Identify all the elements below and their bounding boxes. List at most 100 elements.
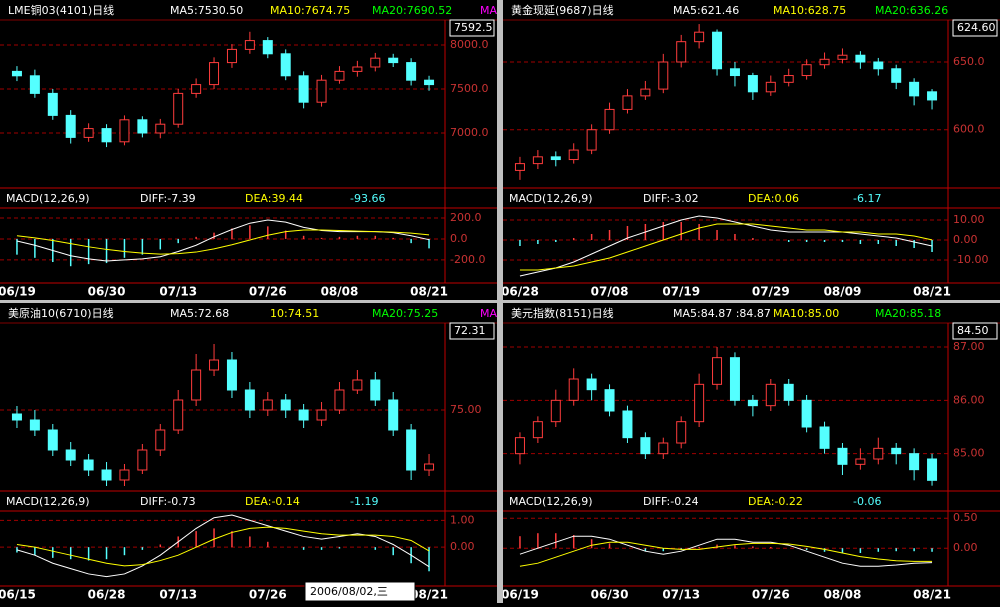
x-tick-label: 07/13 bbox=[662, 588, 700, 602]
candle-body bbox=[101, 469, 112, 481]
macd-tick-label: 0.50 bbox=[953, 511, 978, 524]
candle-body bbox=[568, 149, 579, 161]
macd-tick-label: 10.00 bbox=[953, 213, 985, 226]
ma-label: MA10:628.75 bbox=[773, 4, 846, 17]
ma-label: MA20:85.18 bbox=[875, 307, 941, 320]
y-tick-label: 86.00 bbox=[953, 393, 985, 406]
macd-value-label: -0.06 bbox=[853, 495, 881, 508]
macd-dea-label: DEA:39.44 bbox=[245, 192, 303, 205]
candle-body bbox=[137, 449, 148, 471]
macd-dea-line bbox=[16, 229, 430, 255]
x-tick-label: 06/28 bbox=[88, 588, 126, 602]
panel: 美元指数(8151)日线 MA5:84.87 :84.87 MA10:85.00 MA… bbox=[503, 306, 1000, 602]
candle-body bbox=[909, 81, 920, 97]
ma-label: MA30:7 bbox=[480, 307, 522, 320]
candle-body bbox=[262, 40, 273, 55]
candle-body bbox=[819, 58, 830, 66]
price-box bbox=[449, 322, 495, 340]
price-box bbox=[449, 19, 495, 37]
x-tick-label: 07/26 bbox=[752, 588, 790, 602]
candle-body bbox=[801, 64, 812, 77]
ma-label: 10:74.51 bbox=[270, 307, 319, 320]
x-tick-label: 06/28 bbox=[501, 285, 539, 299]
candle-body bbox=[334, 70, 345, 81]
candle-body bbox=[352, 66, 363, 72]
x-tick-label: 07/26 bbox=[249, 285, 287, 299]
chart-title: LME铜03(4101)日线 bbox=[8, 3, 114, 17]
candle-body bbox=[837, 447, 848, 465]
candle-body bbox=[855, 54, 866, 63]
candle-body bbox=[11, 70, 22, 77]
candle-body bbox=[927, 458, 938, 481]
macd-tick-label: 0.00 bbox=[953, 233, 978, 246]
price-box bbox=[952, 19, 998, 37]
chart-title: 美元指数(8151)日线 bbox=[511, 306, 614, 320]
candle-body bbox=[801, 399, 812, 428]
candle-body bbox=[316, 409, 327, 421]
y-tick-label: 7500.0 bbox=[450, 82, 489, 95]
candle-body bbox=[173, 399, 184, 431]
candle-body bbox=[765, 81, 776, 93]
candle-body bbox=[424, 463, 435, 471]
y-tick-label: 85.00 bbox=[953, 447, 985, 460]
x-tick-label: 08/08 bbox=[824, 588, 862, 602]
candle-body bbox=[819, 426, 830, 449]
divider bbox=[0, 300, 1000, 303]
candle-body bbox=[837, 54, 848, 60]
x-tick-label: 08/21 bbox=[410, 285, 448, 299]
candle-body bbox=[244, 40, 255, 50]
macd-tick-label: 0.00 bbox=[450, 540, 475, 553]
candle-body bbox=[424, 79, 435, 86]
macd-dea-label: DEA:0.06 bbox=[748, 192, 799, 205]
macd-diff-line bbox=[519, 535, 933, 567]
y-tick-label: 600.0 bbox=[953, 123, 985, 136]
candle-body bbox=[83, 459, 94, 471]
x-tick-label: 07/19 bbox=[662, 285, 700, 299]
macd-diff-label: DIFF:-0.73 bbox=[140, 495, 196, 508]
cursor-box bbox=[304, 581, 416, 602]
candle-body bbox=[406, 429, 417, 471]
x-tick-label: 08/09 bbox=[824, 285, 862, 299]
macd-dea-line bbox=[519, 541, 933, 567]
ma-label: MA5:621.46 bbox=[673, 4, 739, 17]
candle-body bbox=[622, 95, 633, 110]
x-tick-label: 06/19 bbox=[0, 285, 36, 299]
candle-body bbox=[370, 57, 381, 68]
candle-body bbox=[729, 357, 740, 401]
panel: 美原油10(6710)日线 MA5:72.68 10:74.51 MA20:75.25… bbox=[0, 306, 522, 602]
candle-body bbox=[873, 447, 884, 460]
candle-body bbox=[298, 75, 309, 103]
candle-body bbox=[891, 447, 902, 455]
candle-body bbox=[712, 357, 723, 385]
candle-body bbox=[622, 410, 633, 439]
macd-dea-label: DEA:-0.14 bbox=[245, 495, 300, 508]
candle-body bbox=[532, 156, 543, 165]
candle-body bbox=[658, 442, 669, 455]
candle-body bbox=[586, 129, 597, 151]
candle-body bbox=[119, 119, 130, 143]
price-box bbox=[952, 322, 998, 340]
candle-body bbox=[298, 409, 309, 421]
candle-body bbox=[334, 389, 345, 411]
candle-body bbox=[316, 79, 327, 103]
candle-body bbox=[694, 383, 705, 423]
y-tick-label: 650.0 bbox=[953, 55, 985, 68]
y-tick-label: 8000.0 bbox=[450, 38, 489, 51]
macd-title: MACD(12,26,9) bbox=[6, 192, 90, 205]
candle-body bbox=[119, 469, 130, 481]
current-price: 624.60 bbox=[957, 21, 996, 34]
current-price: 84.50 bbox=[957, 324, 989, 337]
candle-body bbox=[783, 75, 794, 83]
candle-body bbox=[209, 359, 220, 371]
macd-diff-label: DIFF:-3.02 bbox=[643, 192, 699, 205]
macd-tick-label: -10.00 bbox=[953, 253, 988, 266]
candle-body bbox=[604, 389, 615, 412]
macd-tick-label: 0.0 bbox=[450, 232, 468, 245]
candle-body bbox=[747, 399, 758, 407]
candle-body bbox=[855, 458, 866, 465]
candle-body bbox=[640, 88, 651, 97]
candle-body bbox=[83, 128, 94, 138]
candle-body bbox=[658, 61, 669, 90]
macd-tick-label: 200.0 bbox=[450, 211, 482, 224]
